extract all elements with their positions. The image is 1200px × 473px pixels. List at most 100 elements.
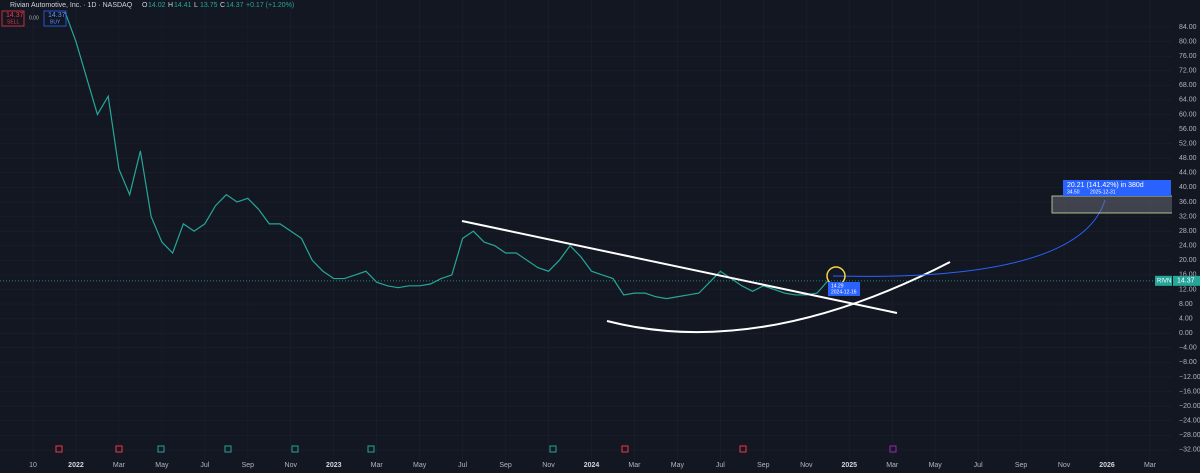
y-tick-label: 40.00 bbox=[1179, 184, 1197, 191]
x-tick-label: Nov bbox=[1058, 462, 1071, 469]
x-tick-label: Mar bbox=[628, 462, 641, 469]
y-tick-label: 16.00 bbox=[1179, 272, 1197, 279]
sell-button[interactable] bbox=[1, 10, 25, 27]
y-tick-label: −20.00 bbox=[1179, 403, 1200, 410]
x-tick-label: Mar bbox=[1144, 462, 1157, 469]
x-tick-label: Jul bbox=[974, 462, 983, 469]
target-box bbox=[1051, 195, 1175, 214]
y-tick-label: 28.00 bbox=[1179, 228, 1197, 235]
trendline bbox=[461, 220, 898, 314]
x-tick-label: 2023 bbox=[326, 462, 342, 469]
x-tick-label: Sep bbox=[499, 462, 512, 469]
x-tick-label: Nov bbox=[285, 462, 298, 469]
x-tick-label: 2024 bbox=[584, 462, 600, 469]
x-tick-label: Nov bbox=[542, 462, 555, 469]
x-tick-label: Mar bbox=[371, 462, 384, 469]
projection-text: 20.21 (141.42%) in 380d bbox=[1067, 182, 1144, 189]
price-tag bbox=[1173, 275, 1200, 286]
ohlc-value: 14.37 bbox=[226, 2, 244, 9]
y-tick-label: 68.00 bbox=[1179, 82, 1197, 89]
x-tick-label: Sep bbox=[242, 462, 255, 469]
chart-title: Rivian Automotive, Inc. · 1D · NASDAQ bbox=[10, 2, 133, 9]
x-tick-label: Jul bbox=[716, 462, 725, 469]
y-tick-label: 32.00 bbox=[1179, 213, 1197, 220]
y-tick-label: 8.00 bbox=[1179, 301, 1193, 308]
ohlc-value: 13.75 bbox=[200, 2, 218, 9]
ohlc: O 14.02 H 14.41 L 13.75 C 14.37 bbox=[142, 2, 244, 9]
last-price-label: 14.37 bbox=[1177, 278, 1195, 285]
event-icon bbox=[367, 445, 375, 453]
buy-price[interactable]: 14.37 bbox=[48, 12, 66, 19]
y-tick-label: 36.00 bbox=[1179, 199, 1197, 206]
x-tick-label: Sep bbox=[757, 462, 770, 469]
y-tick-label: −28.00 bbox=[1179, 432, 1200, 439]
x-tick-label: Jul bbox=[458, 462, 467, 469]
x-tick-label: 2025 bbox=[841, 462, 857, 469]
y-tick-label: 44.00 bbox=[1179, 170, 1197, 177]
x-tick-label: May bbox=[155, 462, 169, 469]
x-tick-label: May bbox=[929, 462, 943, 469]
y-tick-label: 72.00 bbox=[1179, 68, 1197, 75]
change: +0.17 (+1.20%) bbox=[246, 2, 294, 9]
marker-date: 2024-12-16 bbox=[831, 289, 857, 295]
y-tick-label: 24.00 bbox=[1179, 243, 1197, 250]
projection-price: 34.50 bbox=[1067, 189, 1080, 195]
x-tick-label: 2022 bbox=[68, 462, 84, 469]
y-tick-label: −12.00 bbox=[1179, 374, 1200, 381]
x-tick-label: Nov bbox=[800, 462, 813, 469]
sell-price[interactable]: 14.37 bbox=[6, 12, 24, 19]
y-tick-label: −32.00 bbox=[1179, 447, 1200, 454]
y-tick-label: 0.00 bbox=[1179, 330, 1193, 337]
y-tick-label: 64.00 bbox=[1179, 97, 1197, 104]
x-tick-label: May bbox=[671, 462, 685, 469]
event-icon bbox=[157, 445, 165, 453]
symbol-tag bbox=[1155, 275, 1172, 286]
event-icon bbox=[889, 445, 897, 453]
event-icon bbox=[291, 445, 299, 453]
price-axis-bg bbox=[1172, 0, 1200, 460]
x-tick-label: May bbox=[413, 462, 427, 469]
y-tick-label: 76.00 bbox=[1179, 53, 1197, 60]
projection-label-bg bbox=[1063, 180, 1171, 196]
event-icon bbox=[55, 445, 63, 453]
y-tick-label: 20.00 bbox=[1179, 257, 1197, 264]
projection-date: 2025-12-31 bbox=[1090, 189, 1116, 195]
spread: 0.00 bbox=[29, 15, 39, 21]
y-tick-label: −8.00 bbox=[1179, 359, 1197, 366]
x-tick-label: Mar bbox=[113, 462, 126, 469]
ohlc-value: 14.02 bbox=[148, 2, 166, 9]
y-tick-label: 80.00 bbox=[1179, 38, 1197, 45]
ohlc-label: C bbox=[220, 2, 225, 9]
y-tick-label: −4.00 bbox=[1179, 345, 1197, 352]
marker-label-bg bbox=[828, 282, 860, 296]
ohlc-label: O bbox=[142, 2, 148, 9]
event-icon bbox=[739, 445, 747, 453]
y-tick-label: 52.00 bbox=[1179, 140, 1197, 147]
buy-button[interactable] bbox=[43, 10, 67, 27]
y-tick-label: 4.00 bbox=[1179, 315, 1193, 322]
price-line bbox=[64, 12, 829, 300]
support-curve bbox=[606, 261, 951, 334]
y-tick-label: −16.00 bbox=[1179, 388, 1200, 395]
y-tick-label: 60.00 bbox=[1179, 111, 1197, 118]
ohlc-value: 14.41 bbox=[174, 2, 192, 9]
y-tick-label: 48.00 bbox=[1179, 155, 1197, 162]
marker-price: 14.29 bbox=[831, 283, 844, 289]
x-tick-label: Sep bbox=[1015, 462, 1028, 469]
x-tick-label: 2026 bbox=[1099, 462, 1115, 469]
event-icons bbox=[55, 445, 897, 453]
y-tick-label: −24.00 bbox=[1179, 418, 1200, 425]
symbol-label: RIVN bbox=[1157, 278, 1171, 284]
event-icon bbox=[115, 445, 123, 453]
ohlc-label: L bbox=[194, 2, 198, 9]
buy-label[interactable]: BUY bbox=[50, 19, 61, 25]
event-icon bbox=[621, 445, 629, 453]
event-icon bbox=[224, 445, 232, 453]
event-icon bbox=[549, 445, 557, 453]
sell-label[interactable]: SELL bbox=[7, 19, 19, 25]
ohlc-label: H bbox=[168, 2, 173, 9]
y-tick-label: 56.00 bbox=[1179, 126, 1197, 133]
